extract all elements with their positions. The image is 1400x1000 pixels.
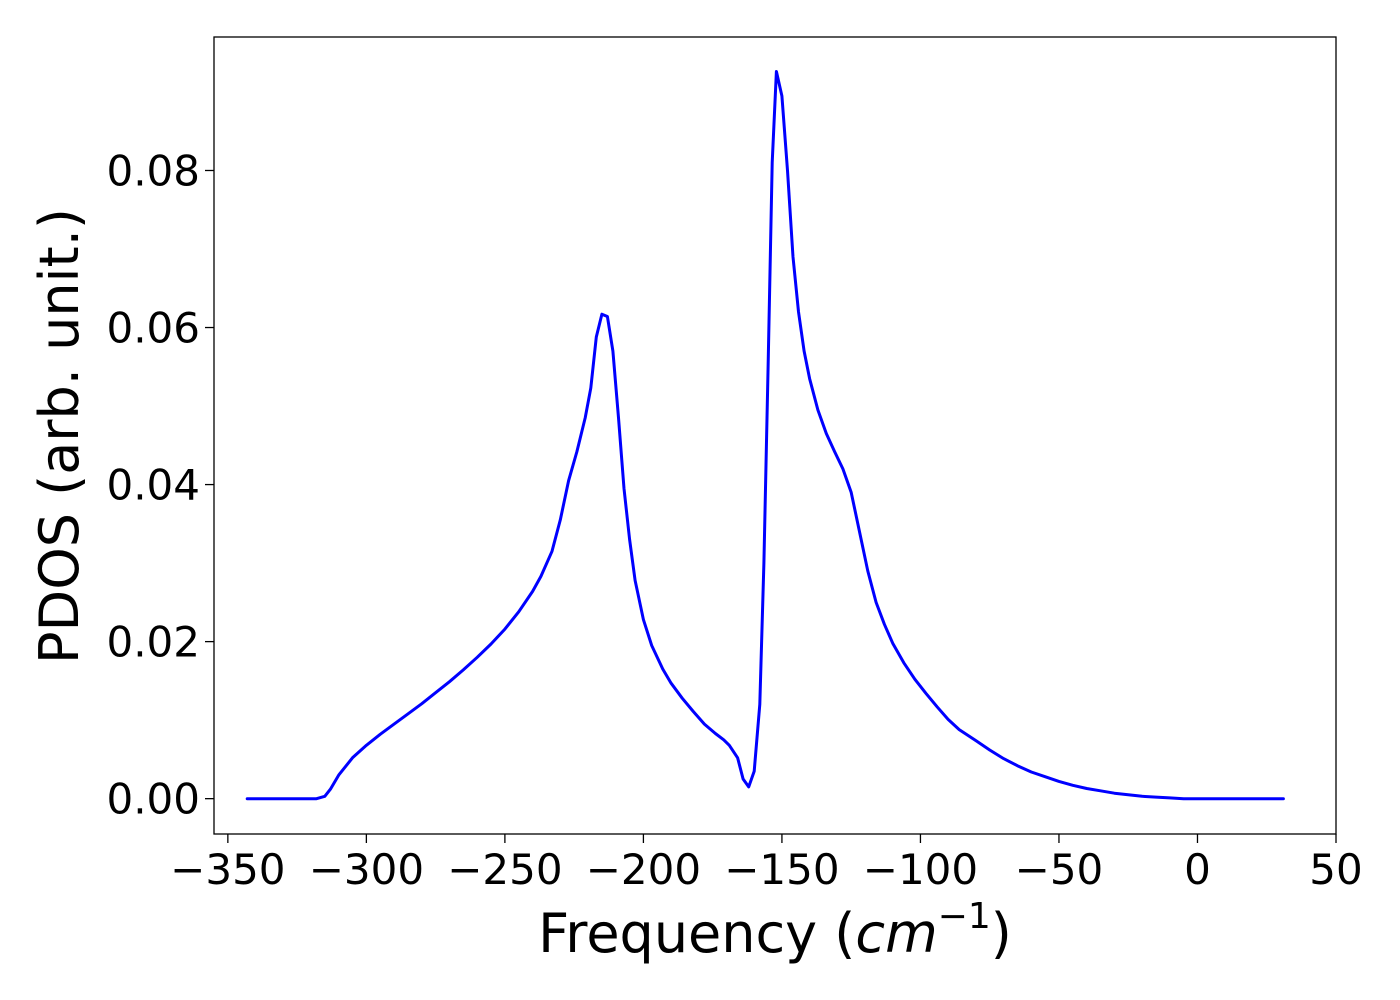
y-axis-label: PDOS (arb. unit.): [28, 208, 91, 664]
x-tick-label: −300: [309, 845, 424, 894]
y-tick-label: 0.04: [106, 461, 200, 510]
y-tick-label: 0.08: [106, 146, 200, 195]
y-tick-label: 0.02: [106, 618, 200, 667]
x-tick-label: 50: [1309, 845, 1362, 894]
x-tick-label: −350: [170, 845, 285, 894]
x-tick-label: −250: [447, 845, 562, 894]
x-tick-label: −50: [1015, 845, 1104, 894]
x-tick-label: 0: [1184, 845, 1211, 894]
x-axis-label: Frequency (cm−1): [538, 896, 1012, 965]
y-tick-label: 0.00: [106, 775, 200, 824]
x-tick-label: −200: [586, 845, 701, 894]
x-tick-label: −150: [724, 845, 839, 894]
y-tick-label: 0.06: [106, 304, 200, 353]
y-axis-ticks: 0.00 0.02 0.04 0.06 0.08: [106, 146, 214, 824]
x-tick-label: −100: [863, 845, 978, 894]
series-line-pdos: [245, 70, 1285, 801]
x-axis-ticks: −350 −300 −250 −200 −150 −100 −50 0 50: [170, 834, 1363, 894]
plot-area-frame: [213, 36, 1337, 835]
